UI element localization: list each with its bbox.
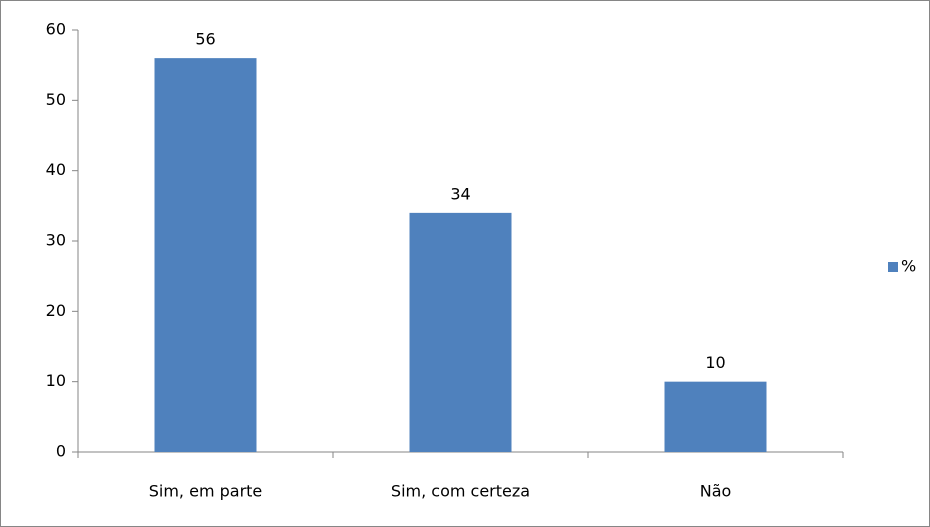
bar (664, 381, 767, 452)
bar (154, 58, 257, 453)
data-label: 10 (705, 353, 725, 372)
data-label: 34 (450, 184, 470, 203)
y-tick-label: 30 (46, 231, 66, 250)
x-tick-label: Sim, em parte (149, 482, 263, 501)
data-label: 56 (195, 30, 215, 49)
y-tick-label: 40 (46, 160, 66, 179)
y-tick-label: 0 (56, 442, 66, 461)
bar (409, 212, 512, 452)
x-tick-label: Não (700, 482, 732, 501)
legend-label: % (901, 257, 916, 276)
legend-swatch (888, 262, 898, 272)
y-tick-label: 50 (46, 90, 66, 109)
y-tick-label: 10 (46, 371, 66, 390)
y-tick-label: 60 (46, 20, 66, 39)
y-tick-label: 20 (46, 301, 66, 320)
x-tick-label: Sim, com certeza (391, 482, 530, 501)
